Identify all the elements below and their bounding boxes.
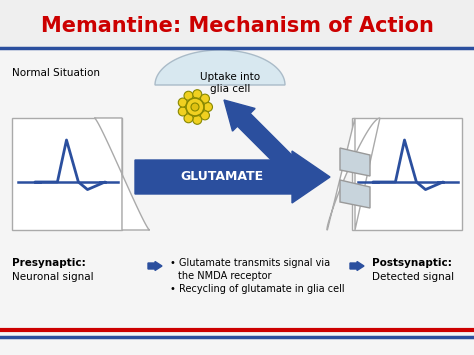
Text: Neuronal signal: Neuronal signal (12, 272, 94, 282)
Text: GLUTAMATE: GLUTAMATE (181, 170, 264, 184)
FancyArrow shape (224, 100, 298, 174)
Text: the NMDA receptor: the NMDA receptor (178, 271, 272, 281)
Text: • Glutamate transmits signal via: • Glutamate transmits signal via (170, 258, 330, 268)
Text: Normal Situation: Normal Situation (12, 68, 100, 78)
Circle shape (178, 98, 187, 107)
Text: Memantine: Mechanism of Action: Memantine: Mechanism of Action (41, 16, 433, 36)
Circle shape (186, 98, 204, 116)
Circle shape (193, 90, 202, 99)
Text: Postsynaptic:: Postsynaptic: (372, 258, 452, 268)
FancyBboxPatch shape (0, 0, 474, 48)
Text: • Recycling of glutamate in glia cell: • Recycling of glutamate in glia cell (170, 284, 345, 294)
Circle shape (201, 111, 210, 120)
Text: Detected signal: Detected signal (372, 272, 454, 282)
FancyArrow shape (350, 262, 364, 271)
Text: Uptake into
glia cell: Uptake into glia cell (200, 72, 260, 94)
Circle shape (184, 114, 193, 123)
Circle shape (184, 91, 193, 100)
Circle shape (191, 103, 199, 111)
FancyBboxPatch shape (12, 118, 122, 230)
Circle shape (193, 115, 202, 124)
FancyBboxPatch shape (352, 118, 462, 230)
FancyArrow shape (148, 262, 162, 271)
Circle shape (201, 94, 210, 103)
Polygon shape (94, 118, 150, 230)
FancyArrow shape (135, 151, 330, 203)
Circle shape (203, 103, 212, 111)
Polygon shape (340, 148, 370, 176)
Text: Presynaptic:: Presynaptic: (12, 258, 86, 268)
Polygon shape (340, 180, 370, 208)
Circle shape (178, 107, 187, 116)
Polygon shape (155, 50, 285, 85)
Polygon shape (327, 118, 380, 230)
